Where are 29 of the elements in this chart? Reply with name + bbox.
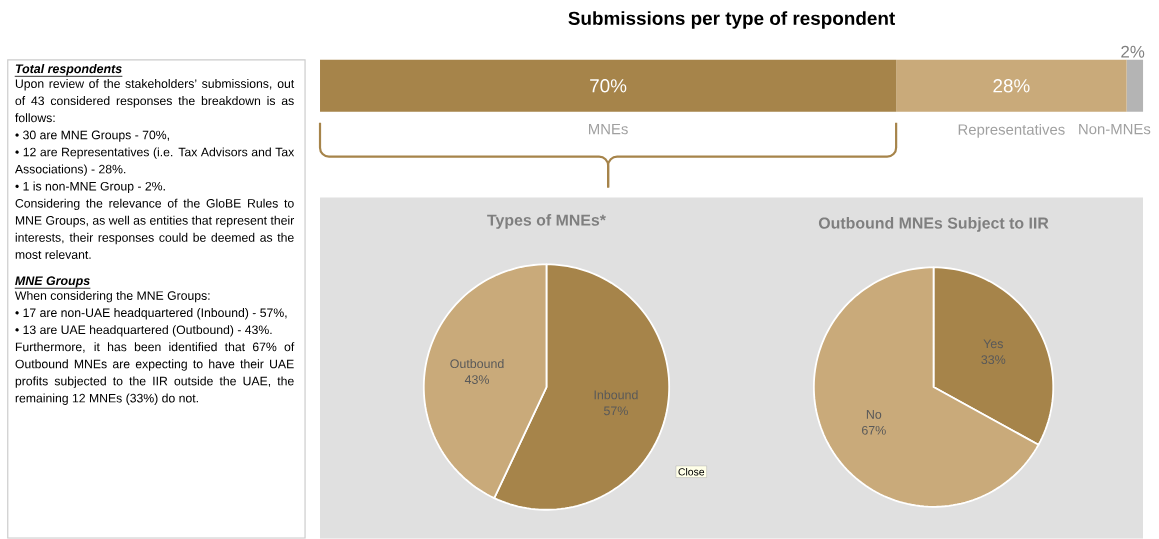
text: When considering the MNE Groups: [14,291,210,303]
data-label: 33% [981,355,1006,365]
text: • 30 are MNE Groups - 70%, [15,130,169,142]
data-label: 43% [464,375,490,385]
chart-title: Submissions per type of respondent [568,11,895,29]
slice-label: Outbound [450,359,504,369]
series-label: MNEs [589,124,628,135]
series-label: Representatives [958,124,1065,138]
data-label: 67% [862,426,886,435]
text: Close [678,468,705,476]
chart-title: Types of MNEs* [487,214,606,230]
text: • 12 are Representatives (i.e. Tax Advisors and Tax Associations) - 28%. [14,147,295,176]
series-label: Non-MNEs [1079,124,1151,135]
text: Upon review of the stakeholders’ submissions, out of 43 considered responses the breakdown is as follows: [15,79,295,123]
chart-title: Outbound MNEs Subject to IIR [818,217,1049,233]
text: • 17 are non-UAE headquartered (Inbound) - 57%, [15,308,287,320]
slice-label: No [866,410,882,419]
slice-label: Inbound [594,390,638,400]
text: Considering the relevance of the GloBE Rules to MNE Groups, as well as entities that represent their interests, their responses could be deemed as the most relevant. [15,198,295,260]
text: • 13 are UAE headquartered (Outbound) - 43%. [15,325,272,337]
slice-label: Yes [983,339,1003,349]
text: Total respondents [15,64,122,76]
data-label: 28% [993,79,1030,93]
data-label: 2% [1121,45,1145,58]
data-label: 70% [590,79,627,93]
text: MNE Groups [15,276,90,288]
text: • 1 is non-MNE Group - 2%. [15,181,165,194]
text: Furthermore, it has been identified that 67% of Outbound MNEs are expecting to have their UAE profits subjected to the IIR outside the UAE, the remaining 12 MNEs (33%) do not. [15,342,295,406]
data-label: 57% [604,406,628,416]
